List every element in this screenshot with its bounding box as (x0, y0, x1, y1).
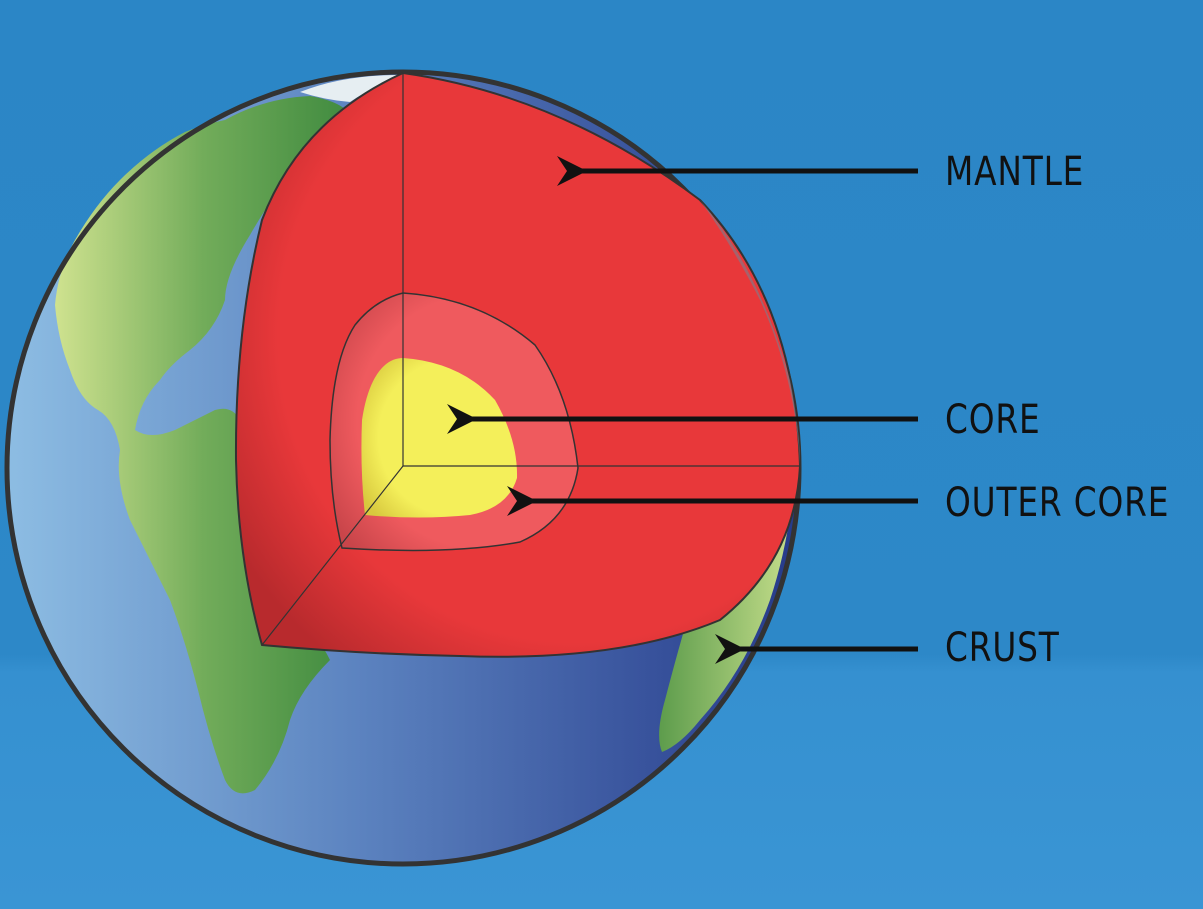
crust-label: CRUST (945, 625, 1060, 671)
cut-line-diagonal (261, 465, 404, 646)
outer-core-label: OUTER CORE (945, 480, 1170, 526)
arrows (447, 156, 918, 664)
inner-core-layer (361, 358, 518, 518)
ice-cap (300, 74, 405, 102)
mantle-label: MANTLE (945, 149, 1085, 195)
mantle-section (234, 71, 802, 658)
core-label: CORE (945, 397, 1041, 443)
